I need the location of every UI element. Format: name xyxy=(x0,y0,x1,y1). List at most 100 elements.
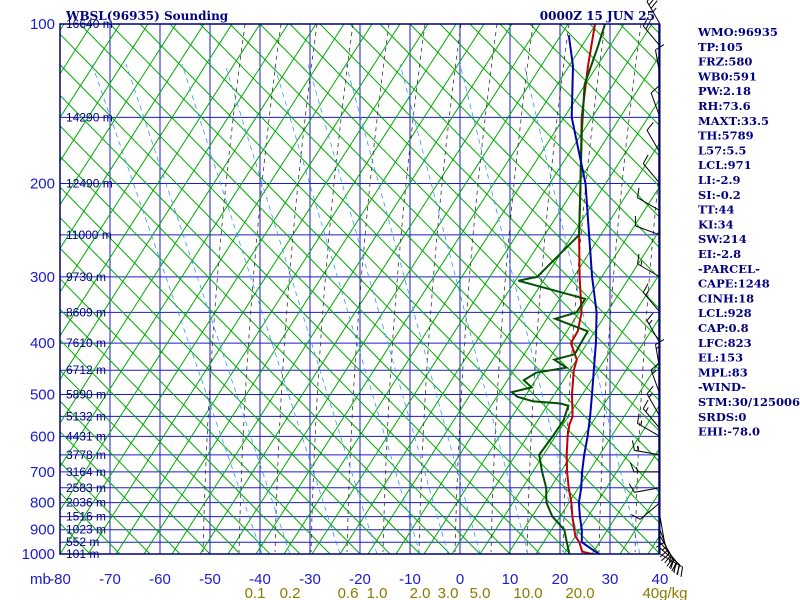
wind-barb-feather xyxy=(636,253,640,264)
wind-barb-feather xyxy=(636,413,640,424)
wind-barb-feather xyxy=(648,0,654,6)
dry-adiabat xyxy=(788,24,800,554)
dry-adiabat-line xyxy=(499,24,659,187)
sounding-profiles xyxy=(509,24,606,554)
dry-adiabat xyxy=(339,55,659,554)
dry-adiabat xyxy=(60,24,401,554)
index-line: KI:34 xyxy=(698,217,734,231)
wind-barb xyxy=(635,225,661,236)
height-label: 3778 m xyxy=(66,448,106,462)
dry-adiabat-line xyxy=(79,24,601,554)
adiabat-lines xyxy=(60,24,800,554)
index-line: L57:5.5 xyxy=(698,143,746,157)
parcel-profile xyxy=(567,35,601,554)
sounding-time: 0000Z 15 JUN 25 xyxy=(540,9,655,23)
temperature-tick-label: -60 xyxy=(149,571,171,588)
wind-barb-feather xyxy=(650,363,659,371)
index-line: SRDS:0 xyxy=(698,410,746,424)
height-label: 9730 m xyxy=(66,270,106,284)
index-line: LI:-2.9 xyxy=(698,173,741,187)
mixing-ratio-tick-label: 40g/kg xyxy=(642,585,687,600)
wind-barb-feather xyxy=(646,122,654,131)
dry-adiabat-line xyxy=(60,216,391,554)
wind-barb-feather xyxy=(631,514,641,520)
wind-barb-feather xyxy=(666,558,674,567)
dry-adiabat-line xyxy=(60,247,361,554)
mixing-ratio-tick-label: 2.0 xyxy=(410,585,431,600)
moist-adiabat xyxy=(274,24,318,553)
wind-barb-half-feather xyxy=(652,7,657,13)
wind-barb-feather xyxy=(636,187,640,198)
wind-barb-feather xyxy=(642,283,649,293)
temperature-tick-label: 30 xyxy=(602,571,619,588)
index-line: TH:5789 xyxy=(698,129,754,143)
index-line: CAP:0.8 xyxy=(698,321,749,335)
pressure-tick-label: 200 xyxy=(30,176,55,193)
height-label: 14290 m xyxy=(66,110,113,124)
dry-adiabat xyxy=(60,24,205,250)
height-label: 7610 m xyxy=(66,336,106,350)
dry-adiabat-line xyxy=(139,24,659,554)
dry-adiabat-line xyxy=(109,24,631,554)
dry-adiabat xyxy=(143,24,485,554)
dry-adiabat-line xyxy=(60,33,571,554)
wind-barb-half-feather xyxy=(648,319,653,325)
moist-adiabat xyxy=(634,170,659,553)
dry-adiabat-line xyxy=(60,94,511,554)
wind-barb-feather xyxy=(680,566,684,577)
mixing-ratio-tick-label: 5.0 xyxy=(470,585,491,600)
index-line: TP:105 xyxy=(698,40,743,54)
temperature-tick-label: -30 xyxy=(299,571,321,588)
height-label: 1023 m xyxy=(66,523,106,537)
dry-adiabat xyxy=(255,24,597,554)
wind-barb-feather xyxy=(642,399,649,409)
height-label: 3164 m xyxy=(66,465,106,479)
wind-barb-half-feather xyxy=(635,467,639,473)
dry-adiabat-line xyxy=(60,186,421,554)
moist-adiabat xyxy=(310,24,354,553)
wind-barb-feather xyxy=(650,85,659,94)
mixing-ratio-tick-label: 10.0 xyxy=(513,585,542,600)
wind-barb xyxy=(646,393,661,417)
wind-barb xyxy=(646,130,661,154)
wind-barb-half-feather xyxy=(648,393,653,398)
index-line: -WIND- xyxy=(698,380,746,394)
wind-barb xyxy=(642,25,661,47)
wind-barb xyxy=(642,408,661,429)
mixing-ratio-tick-label: 1.0 xyxy=(367,585,388,600)
wind-barb xyxy=(634,449,661,456)
mixing-ratio-lines xyxy=(91,63,641,554)
temperature-tick-label: -10 xyxy=(399,571,421,588)
wind-barb xyxy=(642,163,661,184)
dry-adiabat-line xyxy=(60,278,331,554)
wind-barb xyxy=(634,487,661,493)
station-title: WBSL(96935) Sounding xyxy=(65,9,229,23)
wind-barb-feather xyxy=(668,558,675,569)
height-label: 5132 m xyxy=(66,409,106,423)
index-line: -PARCEL- xyxy=(698,262,760,276)
wind-barb-half-feather xyxy=(640,260,643,266)
mixing-ratio-line xyxy=(459,63,583,554)
wind-barb xyxy=(637,422,661,437)
index-line: LCL:971 xyxy=(698,158,752,172)
height-label: 8609 m xyxy=(66,305,106,319)
dry-adiabat xyxy=(283,24,625,554)
dry-adiabat xyxy=(115,24,457,554)
index-line: CINH:18 xyxy=(698,291,754,305)
pressure-tick-label: 800 xyxy=(30,495,55,512)
wind-barb-feather xyxy=(646,0,649,2)
pressure-tick-label: 400 xyxy=(30,335,55,352)
temperature-tick-label: 40 xyxy=(652,571,669,588)
dry-adiabat-line xyxy=(60,339,271,554)
index-line: WB0:591 xyxy=(697,69,757,83)
dry-adiabat-line xyxy=(349,24,659,340)
dewpoint-profile xyxy=(509,24,606,554)
dry-adiabat xyxy=(60,24,373,512)
pressure-tick-label: 500 xyxy=(30,386,55,403)
wind-barb-half-feather xyxy=(668,557,672,563)
dry-adiabat-line xyxy=(229,24,659,462)
mixing-ratio-tick-label: 3.0 xyxy=(438,585,459,600)
wind-barb-feather xyxy=(629,462,635,473)
wind-barbs xyxy=(628,0,684,577)
